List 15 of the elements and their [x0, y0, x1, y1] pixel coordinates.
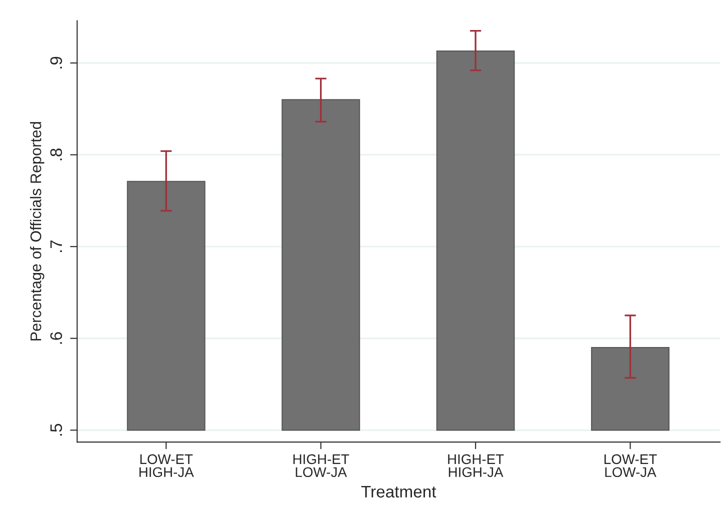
bar: [591, 346, 670, 431]
bar: [436, 50, 515, 431]
y-tick-label: .9: [50, 56, 62, 68]
bar: [126, 180, 206, 431]
x-axis-title: Treatment: [361, 486, 436, 498]
y-tick-label: .7: [50, 240, 62, 252]
y-tick-label: .6: [50, 332, 62, 344]
x-tick-label: LOW-ET LOW-JA: [604, 454, 657, 478]
y-tick-label: .8: [50, 148, 62, 160]
y-axis-title: Percentage of Officials Reported: [30, 122, 44, 340]
y-tick-label: .5: [50, 424, 62, 436]
bar: [282, 99, 360, 431]
x-tick-label: HIGH-ET HIGH-JA: [448, 454, 504, 478]
x-tick-label: LOW-ET HIGH-JA: [139, 454, 194, 478]
x-tick-label: HIGH-ET LOW-JA: [293, 454, 350, 478]
